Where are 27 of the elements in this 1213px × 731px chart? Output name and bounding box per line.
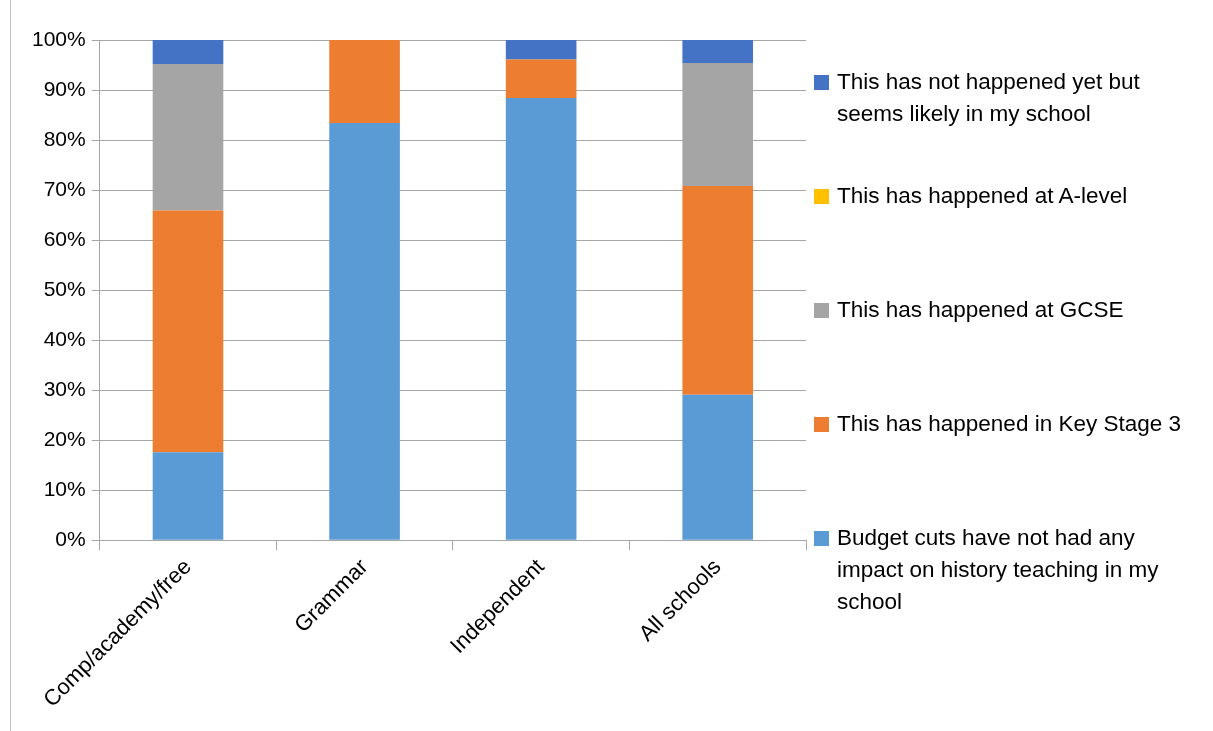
legend-label: This has happened in Key Stage 3 [837, 410, 1182, 438]
bar [152, 452, 224, 540]
bar [505, 40, 577, 60]
y-tick-label: 10% [43, 477, 86, 501]
y-tick-label: 30% [43, 376, 86, 400]
bar [329, 123, 400, 540]
bar [329, 40, 400, 124]
bar [682, 394, 754, 540]
bar [152, 40, 224, 65]
bar [682, 40, 754, 64]
bar [505, 98, 577, 540]
bar [682, 186, 754, 395]
legend-label: Budget cuts have not had any impact on history teaching in my school [837, 524, 1160, 616]
y-tick-label: 100% [31, 26, 86, 50]
bar [152, 210, 224, 453]
y-tick-label: 20% [43, 427, 86, 451]
y-tick-label: 70% [43, 176, 86, 200]
legend-label: This has happened at A-level [837, 182, 1129, 210]
legend-label: This has not happened yet but seems likely in my school [837, 68, 1141, 128]
y-tick-label: 90% [43, 76, 86, 100]
y-tick-label: 0% [55, 527, 86, 551]
y-tick-label: 60% [43, 226, 86, 250]
y-tick-label: 50% [43, 276, 86, 300]
bar [505, 59, 577, 99]
y-tick-label: 40% [43, 326, 86, 350]
y-tick-label: 80% [43, 126, 86, 150]
legend-label: This has happened at GCSE [837, 296, 1125, 324]
